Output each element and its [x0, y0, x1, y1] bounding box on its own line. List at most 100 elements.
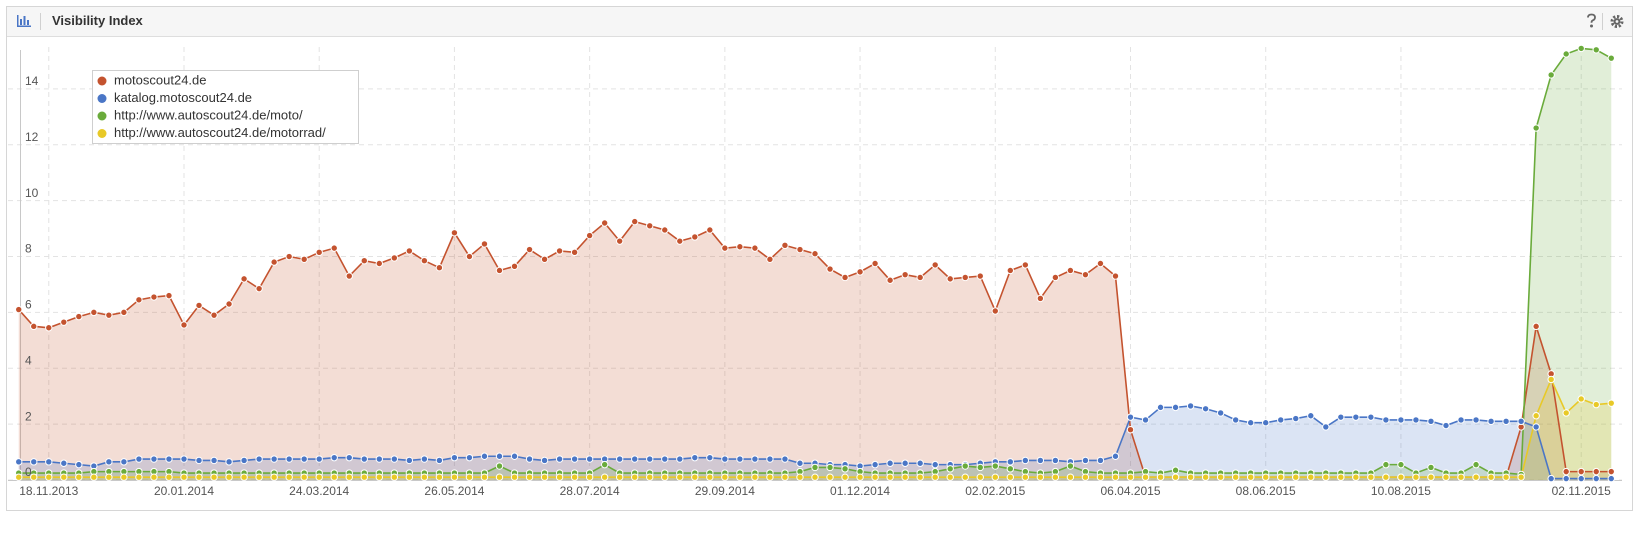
- data-point: [1096, 473, 1105, 481]
- data-point: [1051, 456, 1060, 465]
- data-point: [510, 452, 519, 460]
- x-tick-label: 08.06.2015: [1236, 484, 1296, 498]
- legend-label: http://www.autoscout24.de/moto/: [114, 107, 303, 122]
- data-point: [270, 455, 278, 463]
- data-point: [405, 473, 414, 481]
- data-point: [600, 473, 609, 481]
- data-point: [1051, 273, 1060, 282]
- data-point: [360, 473, 368, 481]
- data-point: [1547, 375, 1555, 384]
- help-icon[interactable]: [1587, 13, 1596, 28]
- data-point: [180, 455, 188, 463]
- data-point: [420, 455, 429, 463]
- data-point: [480, 240, 489, 248]
- y-tick-label: 8: [25, 242, 32, 256]
- data-point: [540, 255, 549, 264]
- y-tick-label: 0: [25, 465, 32, 479]
- data-point: [991, 307, 999, 315]
- data-point: [540, 456, 549, 465]
- data-point: [661, 473, 669, 481]
- data-point: [1412, 473, 1420, 481]
- series-area: [18, 405, 1612, 480]
- data-point: [1592, 400, 1600, 409]
- data-point: [1487, 473, 1495, 481]
- data-point: [1307, 412, 1315, 420]
- data-point: [901, 270, 909, 279]
- data-point: [270, 258, 278, 266]
- data-point: [1036, 294, 1045, 303]
- data-point: [150, 455, 158, 463]
- data-point: [570, 473, 579, 481]
- data-point: [1111, 473, 1120, 481]
- settings-icon[interactable]: [1610, 15, 1624, 28]
- data-point: [1246, 419, 1255, 427]
- data-point: [1126, 413, 1135, 421]
- data-point: [150, 473, 158, 481]
- x-tick-label: 02.11.2015: [1552, 484, 1611, 498]
- data-point: [180, 473, 188, 481]
- data-point: [90, 473, 98, 481]
- data-point: [495, 452, 504, 460]
- data-point: [360, 455, 368, 463]
- data-point: [1096, 456, 1105, 465]
- data-point: [45, 458, 53, 466]
- data-point: [390, 473, 399, 481]
- data-point: [495, 462, 504, 470]
- data-point: [661, 226, 669, 234]
- data-point: [1457, 473, 1465, 481]
- data-point: [1307, 473, 1315, 481]
- data-point: [946, 473, 954, 481]
- data-point: [1397, 473, 1405, 481]
- data-point: [721, 244, 729, 252]
- data-point: [270, 473, 278, 481]
- data-point: [1592, 474, 1600, 483]
- data-point: [255, 284, 263, 293]
- data-point: [931, 261, 939, 269]
- data-point: [1562, 409, 1570, 417]
- data-point: [1502, 417, 1510, 426]
- series-area: [18, 221, 1612, 480]
- data-point: [1216, 473, 1225, 481]
- data-point: [555, 455, 564, 463]
- data-point: [1036, 473, 1045, 481]
- data-point: [1006, 266, 1015, 275]
- data-point: [1337, 413, 1345, 421]
- panel-header: [7, 7, 1632, 36]
- data-point: [615, 473, 624, 481]
- data-point: [1292, 414, 1300, 423]
- data-point: [1502, 473, 1510, 481]
- data-point: [210, 456, 218, 465]
- data-point: [420, 257, 429, 265]
- data-point: [1562, 467, 1570, 476]
- data-point: [345, 473, 353, 481]
- data-point: [180, 321, 188, 329]
- data-point: [1592, 46, 1600, 54]
- data-point: [240, 275, 248, 283]
- data-point: [1081, 270, 1090, 279]
- data-point: [736, 243, 744, 251]
- data-point: [1532, 412, 1540, 420]
- data-point: [1577, 44, 1585, 53]
- data-point: [766, 473, 774, 481]
- data-point: [751, 473, 759, 481]
- data-point: [480, 452, 489, 460]
- data-point: [480, 473, 489, 481]
- data-point: [435, 473, 444, 481]
- data-point: [405, 247, 414, 255]
- y-tick-label: 10: [25, 186, 39, 200]
- data-point: [1171, 403, 1180, 412]
- data-point: [15, 473, 23, 481]
- data-point: [30, 458, 38, 466]
- data-point: [585, 473, 594, 481]
- data-point: [60, 473, 68, 481]
- data-point: [766, 255, 774, 264]
- data-point: [1036, 456, 1045, 465]
- y-tick-label: 4: [25, 353, 32, 367]
- data-point: [120, 473, 128, 481]
- data-point: [1277, 473, 1285, 481]
- data-point: [976, 463, 984, 472]
- data-point: [1126, 426, 1135, 434]
- data-point: [811, 463, 819, 472]
- data-point: [1562, 474, 1570, 483]
- legend-marker: [97, 111, 107, 121]
